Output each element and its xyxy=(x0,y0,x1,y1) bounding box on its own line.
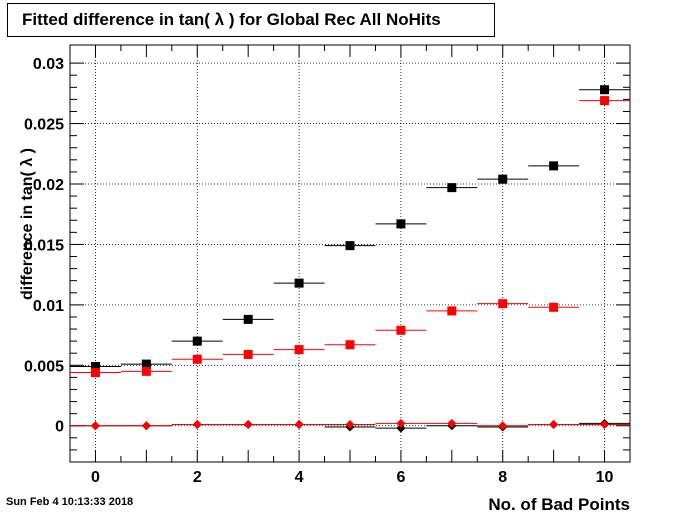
x-tick-label: 0 xyxy=(91,469,100,486)
data-point xyxy=(141,421,151,431)
data-point xyxy=(141,366,151,376)
data-point xyxy=(294,278,304,288)
x-tick-label: 10 xyxy=(596,469,614,486)
chart-title-box: Fitted difference in tan( λ ) for Global… xyxy=(7,3,495,37)
x-tick-label: 4 xyxy=(295,469,304,486)
data-point xyxy=(90,362,100,372)
data-point xyxy=(243,349,253,359)
y-axis-label: difference in tan( λ ) xyxy=(19,148,36,300)
data-point xyxy=(243,420,253,430)
series-1 xyxy=(70,96,630,378)
axis-ticks: 0 2 4 6 8 10 0 0.005 0.01 0.015 0.02 0.025 0.03 xyxy=(24,45,630,486)
data-point xyxy=(600,420,610,430)
data-point xyxy=(141,359,151,369)
data-point xyxy=(396,418,406,428)
data-point xyxy=(447,418,457,428)
data-point xyxy=(549,161,559,171)
data-point xyxy=(294,420,304,430)
data-point xyxy=(549,302,559,312)
y-tick-label: 0.01 xyxy=(33,298,64,315)
data-point xyxy=(600,85,610,95)
data-point xyxy=(396,423,406,433)
data-point xyxy=(294,345,304,355)
plot-frame xyxy=(69,44,631,463)
y-tick-label: 0.025 xyxy=(24,117,64,134)
data-point xyxy=(396,325,406,335)
y-tick-label: 0.02 xyxy=(33,177,64,194)
x-tick-label: 6 xyxy=(396,469,405,486)
data-point xyxy=(498,421,508,431)
data-point xyxy=(549,420,559,430)
data-point xyxy=(192,420,202,430)
chart-title: Fitted difference in tan( λ ) for Global… xyxy=(22,10,441,29)
y-tick-label: 0 xyxy=(55,419,64,436)
y-tick-label: 0.03 xyxy=(33,56,64,73)
data-point xyxy=(600,96,610,106)
data-point xyxy=(447,306,457,316)
data-point xyxy=(345,420,355,430)
data-point xyxy=(192,336,202,346)
data-point xyxy=(345,241,355,251)
x-axis-label: No. of Bad Points xyxy=(488,495,630,514)
data-point xyxy=(192,354,202,364)
data-series xyxy=(70,85,630,433)
y-tick-label: 0.005 xyxy=(24,358,64,375)
data-point xyxy=(90,368,100,378)
x-tick-label: 8 xyxy=(498,469,507,486)
data-point xyxy=(90,421,100,431)
data-point xyxy=(345,340,355,350)
data-point xyxy=(396,219,406,229)
data-point xyxy=(447,183,457,193)
data-point xyxy=(498,174,508,184)
series-0 xyxy=(70,85,630,372)
y-tick-label: 0.015 xyxy=(24,237,64,254)
data-point xyxy=(498,299,508,309)
data-point xyxy=(243,314,253,324)
x-tick-label: 2 xyxy=(193,469,202,486)
timestamp: Sun Feb 4 10:13:33 2018 xyxy=(6,496,134,508)
grid-lines xyxy=(70,45,630,462)
series-3 xyxy=(70,418,630,431)
